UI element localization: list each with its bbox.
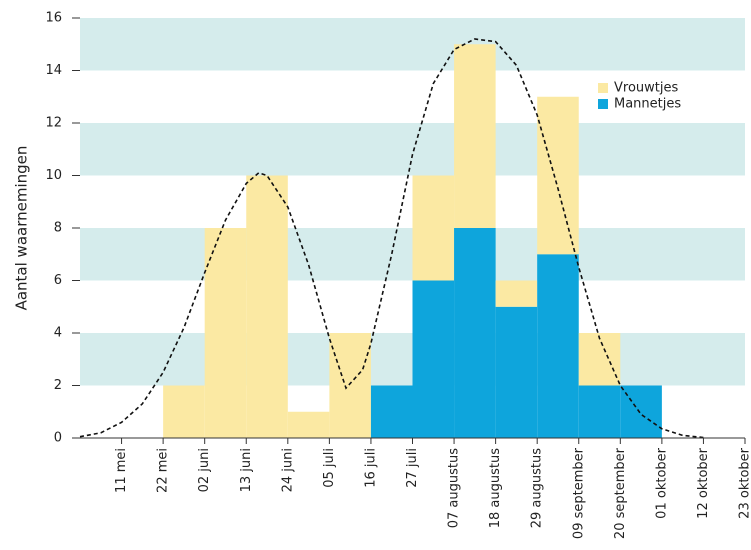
legend-swatch xyxy=(598,83,608,93)
grid-band xyxy=(80,18,745,71)
x-tick-label: 05 juli xyxy=(322,448,337,488)
x-tick-label: 12 oktober xyxy=(696,447,711,518)
y-tick-label: 16 xyxy=(45,11,62,26)
bar xyxy=(537,254,579,438)
y-tick-label: 0 xyxy=(54,431,62,446)
y-tick-label: 6 xyxy=(54,273,62,288)
y-tick-label: 12 xyxy=(45,116,62,131)
x-tick-label: 11 mei xyxy=(114,448,129,493)
bar xyxy=(246,175,288,438)
bar xyxy=(412,175,455,281)
x-tick-label: 23 oktober xyxy=(738,447,751,518)
bar xyxy=(412,280,455,438)
y-tick-label: 10 xyxy=(45,168,62,183)
x-tick-label: 09 september xyxy=(571,447,586,539)
legend-swatch xyxy=(598,99,608,109)
y-tick-label: 2 xyxy=(54,378,62,393)
fit-curve xyxy=(79,38,704,439)
x-tick-label: 02 juni xyxy=(197,448,212,492)
bar xyxy=(370,385,413,438)
x-tick-label: 01 oktober xyxy=(654,447,669,518)
x-tick-label: 29 augustus xyxy=(530,448,545,528)
bar xyxy=(537,96,579,255)
bar xyxy=(495,280,538,307)
grid-band xyxy=(80,123,745,176)
x-tick-label: 07 augustus xyxy=(447,448,462,528)
bar xyxy=(204,228,247,438)
bar xyxy=(454,228,496,438)
legend-label: Mannetjes xyxy=(614,97,681,112)
bar xyxy=(578,333,621,386)
x-tick-label: 27 juli xyxy=(405,448,420,488)
x-tick-label: 24 juni xyxy=(280,448,295,492)
bar xyxy=(495,306,538,438)
x-tick-label: 22 mei xyxy=(156,448,171,493)
y-tick-label: 8 xyxy=(54,221,62,236)
legend-label: Vrouwtjes xyxy=(614,81,678,96)
bar xyxy=(578,385,621,438)
y-tick-label: 4 xyxy=(54,326,62,341)
bar xyxy=(329,333,371,438)
bar xyxy=(454,44,496,228)
x-tick-label: 18 augustus xyxy=(488,448,503,528)
x-tick-label: 16 juli xyxy=(363,448,378,488)
y-tick-label: 14 xyxy=(45,63,62,78)
x-tick-label: 13 juni xyxy=(239,448,254,492)
bar xyxy=(287,411,330,438)
x-tick-label: 20 september xyxy=(613,447,628,539)
bar xyxy=(163,385,205,438)
y-axis-label: Aantal waarnemingen xyxy=(13,146,31,311)
